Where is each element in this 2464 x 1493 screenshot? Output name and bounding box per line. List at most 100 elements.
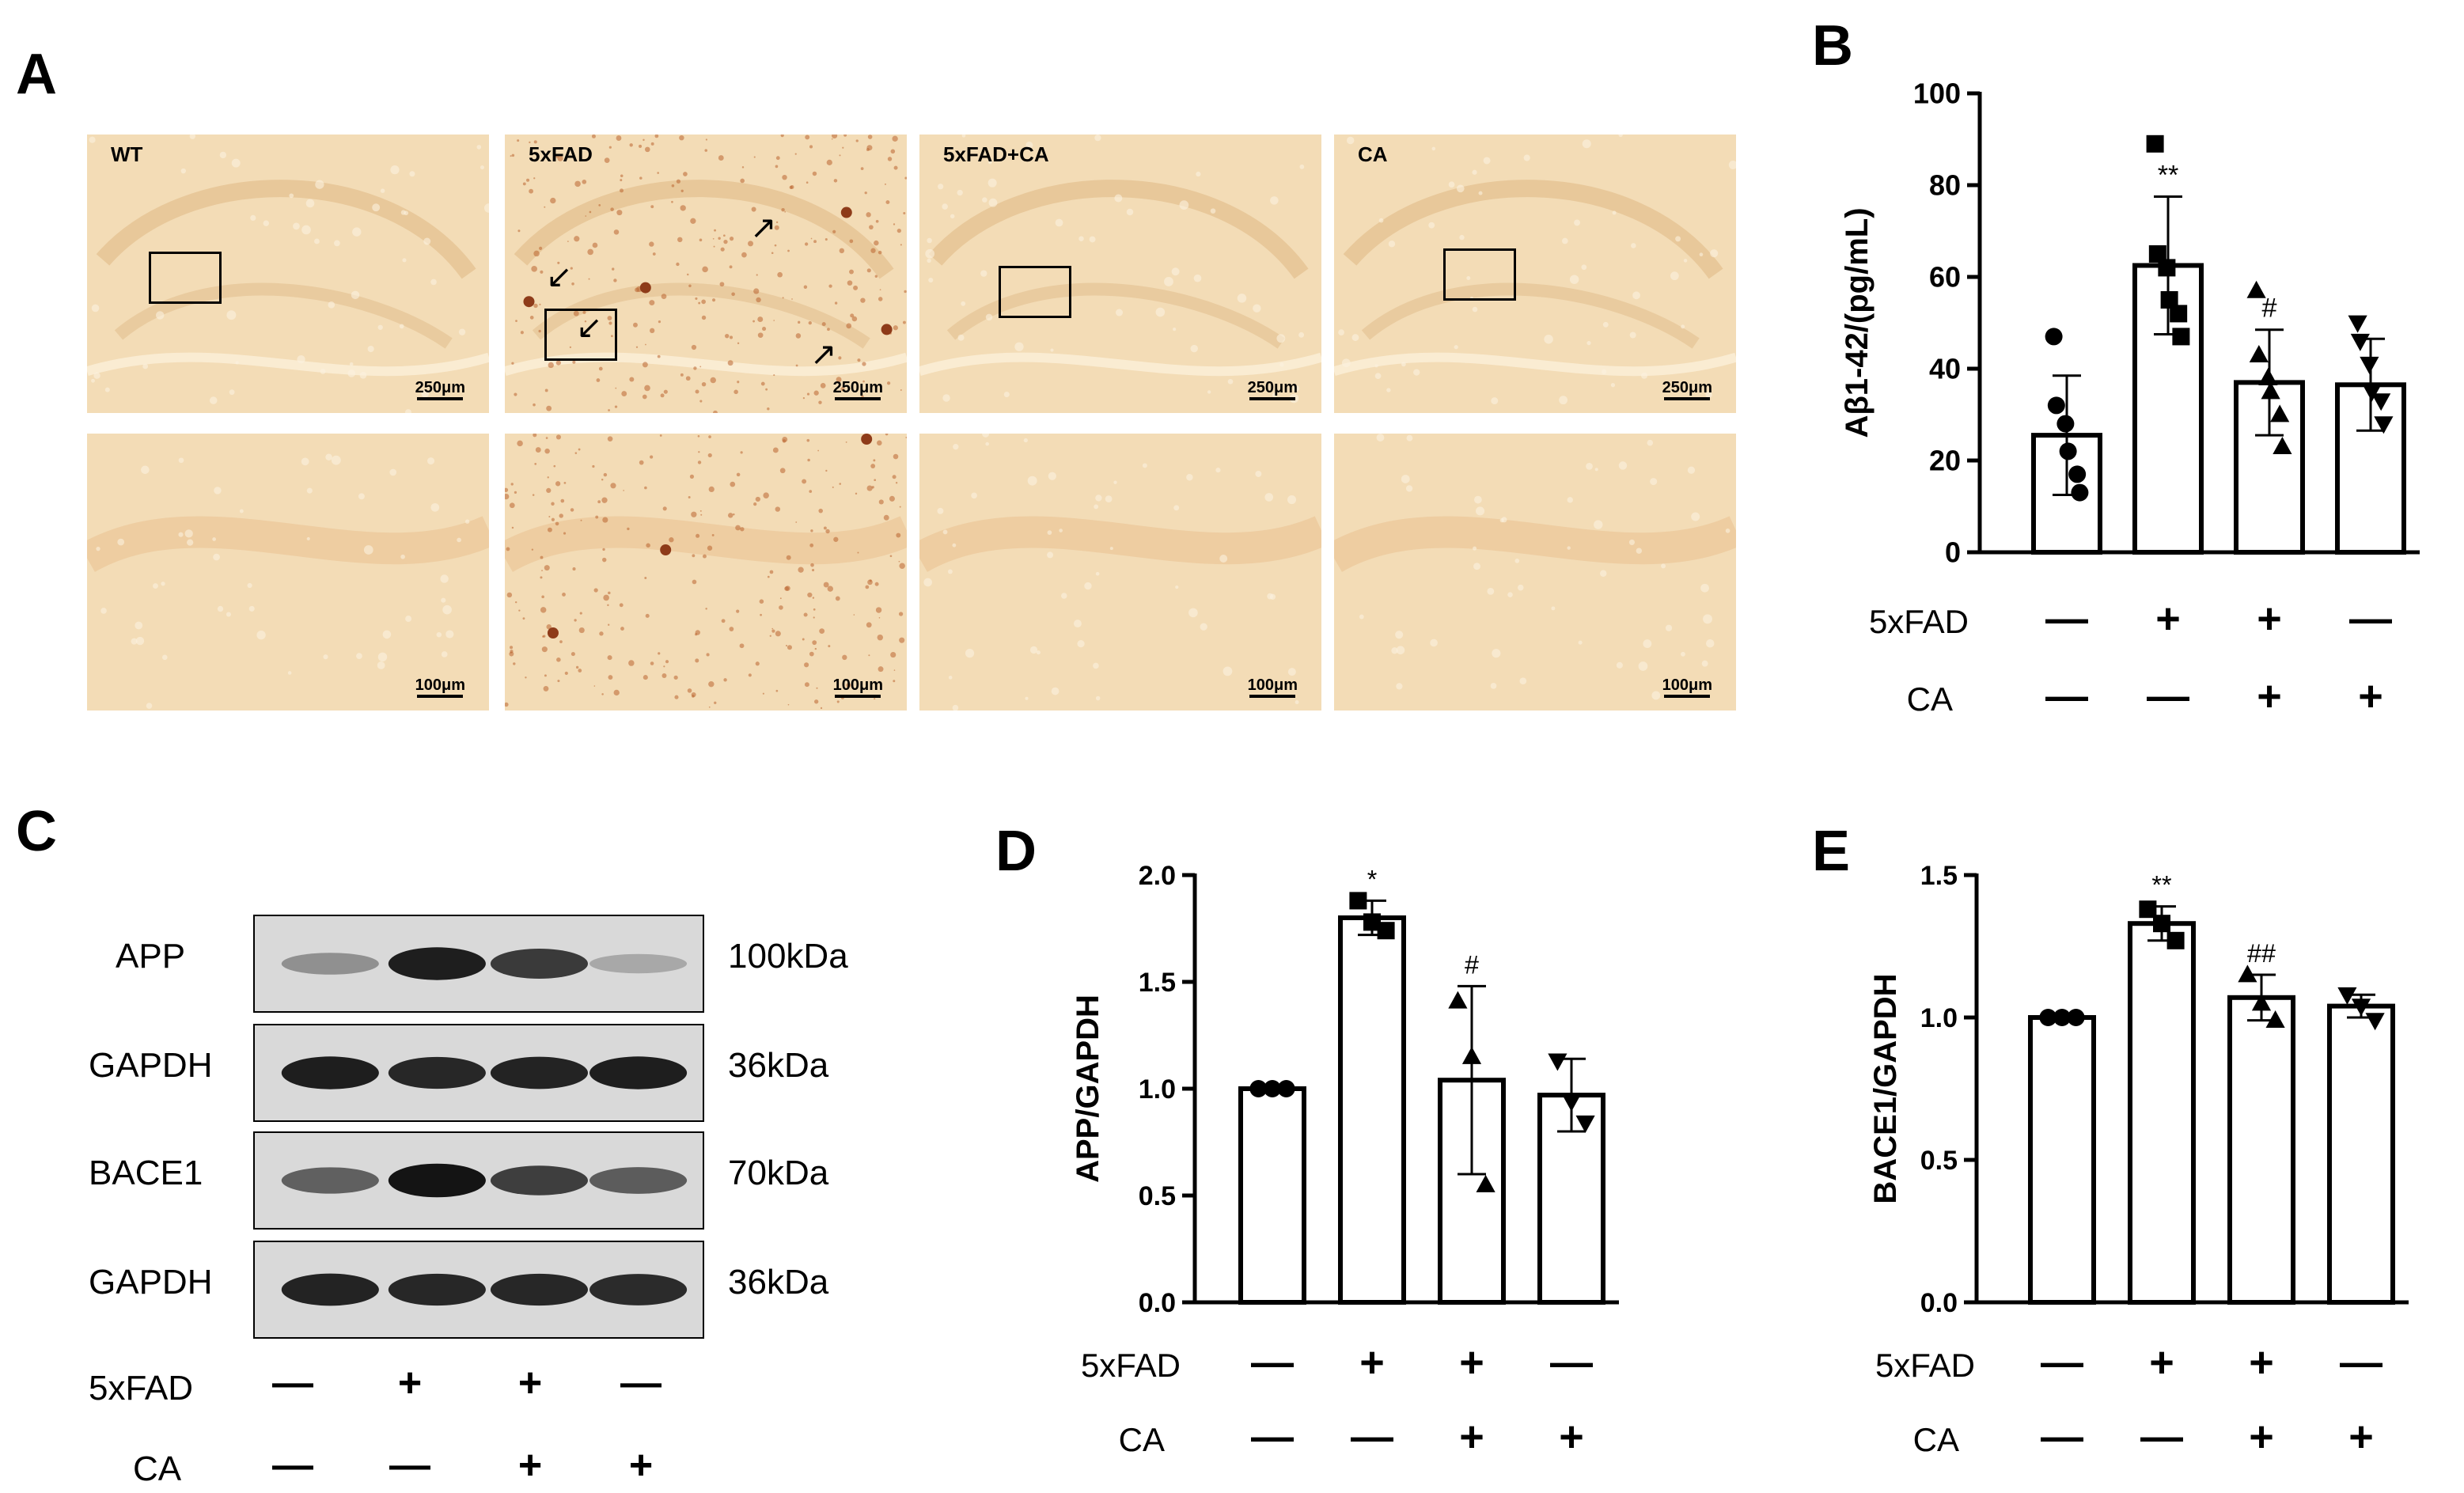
scale-bar: 250μm [1662, 379, 1712, 400]
significance-mark: ** [2158, 161, 2179, 191]
condition-sign: — [1251, 1339, 1294, 1386]
condition-sign: + [2358, 673, 2383, 720]
significance-mark: ** [2151, 871, 2172, 900]
scale-bar-label: 250μm [1662, 379, 1712, 396]
condition-label-5xfad: 5xFAD [89, 1369, 194, 1408]
data-point [1548, 1053, 1567, 1071]
condition-label-5xfad: 5xFAD [1081, 1347, 1181, 1384]
data-point [2348, 315, 2367, 333]
y-tick-label: 0.0 [1139, 1288, 1176, 1318]
significance-mark: ## [2247, 939, 2276, 968]
micrograph-overview: CA 250μm [1334, 135, 1736, 413]
condition-sign: — [2147, 673, 2189, 720]
blot-protein-label: BACE1 [89, 1154, 203, 1192]
data-point [2246, 280, 2266, 298]
data-point [2371, 393, 2391, 411]
data-point [2068, 465, 2087, 483]
data-point [1363, 913, 1381, 931]
bar [2227, 995, 2295, 1305]
data-point [1476, 1174, 1495, 1192]
y-tick-label: 2.0 [1139, 861, 1176, 891]
condition-label-ca: CA [1119, 1421, 1165, 1458]
blot-size-label: 70kDa [728, 1154, 829, 1192]
bar [2028, 1015, 2096, 1305]
data-point [2261, 381, 2280, 400]
condition-sign: + [397, 1360, 423, 1406]
data-point [1561, 1093, 1582, 1112]
data-point [2039, 1009, 2057, 1026]
condition-sign: — [1351, 1413, 1393, 1461]
blot-size-label: 36kDa [728, 1263, 829, 1302]
condition-sign: + [517, 1442, 543, 1488]
condition-sign: + [2257, 673, 2282, 720]
y-axis-label: APP/GAPDH [1071, 995, 1105, 1183]
data-point [1277, 1080, 1295, 1097]
condition-sign: — [2340, 1339, 2382, 1386]
scale-bar: 100μm [1662, 676, 1712, 698]
plaque-arrow-icon: ↗ [750, 210, 777, 245]
condition-label-5xfad: 5xFAD [1875, 1347, 1975, 1384]
y-tick-label: 0.5 [1139, 1181, 1176, 1211]
condition-label-ca: CA [1913, 1421, 1959, 1458]
blot-size-label: 36kDa [728, 1046, 829, 1085]
data-point [2059, 442, 2077, 460]
scale-bar-label: 250μm [832, 379, 883, 396]
bar [2327, 1003, 2395, 1305]
panel-letter-b: B [1812, 14, 1853, 78]
data-point [1264, 1080, 1281, 1097]
bar [1338, 915, 1406, 1305]
data-point [2170, 305, 2188, 323]
plaque-arrow-icon: ↗ [810, 337, 837, 372]
blot-strip [253, 1024, 704, 1122]
y-tick-label: 1.0 [1139, 1074, 1176, 1105]
data-point [2362, 384, 2382, 402]
condition-sign: + [2155, 595, 2181, 642]
condition-sign: — [2349, 595, 2392, 642]
condition-label-5xfad: 5xFAD [1869, 603, 1969, 640]
condition-sign: — [2041, 1413, 2083, 1461]
zoom-region-box [149, 252, 222, 304]
plaque-arrow-icon: ↙ [576, 310, 603, 345]
blot-strip [253, 915, 704, 1013]
condition-sign: + [2149, 1339, 2174, 1386]
data-point [2047, 396, 2065, 415]
zoom-region-box [544, 309, 617, 361]
blot-protein-label: GAPDH [89, 1263, 213, 1302]
data-point [2158, 259, 2176, 277]
panel-letter-e: E [1812, 820, 1851, 883]
y-tick-label: 1.5 [1139, 968, 1176, 998]
data-point [2251, 993, 2272, 1011]
data-point [2273, 436, 2292, 454]
condition-sign: + [2249, 1339, 2274, 1386]
condition-sign: — [1251, 1413, 1294, 1461]
data-point [2153, 915, 2170, 933]
micrograph-zoom: 100μm [1334, 434, 1736, 711]
data-point [2365, 1013, 2385, 1031]
zoom-region-box [1443, 248, 1516, 301]
significance-mark: # [1465, 950, 1479, 979]
micrograph-zoom: 100μm [919, 434, 1321, 711]
panel-letter-a: A [16, 43, 57, 106]
scale-bar-label: 100μm [415, 676, 465, 694]
data-point [2258, 367, 2278, 385]
significance-mark: # [2261, 294, 2276, 324]
scale-bar-label: 100μm [1662, 676, 1712, 694]
zoom-region-box [999, 266, 1071, 318]
y-tick-label: 1.0 [1920, 1003, 1958, 1033]
data-point [2166, 931, 2185, 949]
condition-sign: — [272, 1442, 313, 1488]
y-axis-label: Aβ1-42/(pg/mL) [1840, 207, 1875, 438]
panel-letter-c: C [16, 800, 57, 863]
condition-sign: — [620, 1360, 661, 1406]
condition-sign: + [628, 1442, 654, 1488]
data-point [2351, 998, 2371, 1017]
chart-abeta: 0 20 40 60 80 100 Aβ1-42/(pg/mL) — — ** + — # + + — +5xF… [1840, 78, 2420, 720]
panel-letter-d: D [995, 820, 1037, 883]
data-point [2160, 291, 2178, 309]
condition-sign: + [517, 1360, 543, 1406]
chart-bace1-gapdh: 0.0 0.5 1.0 1.5 BACE1/GAPDH — — ** + — ## + + — +5xFAD… [1868, 861, 2409, 1461]
condition-sign: — [389, 1442, 430, 1488]
condition-sign: — [2140, 1413, 2183, 1461]
data-point [2148, 245, 2166, 263]
micrograph-group-label: 5xFAD [529, 142, 593, 166]
